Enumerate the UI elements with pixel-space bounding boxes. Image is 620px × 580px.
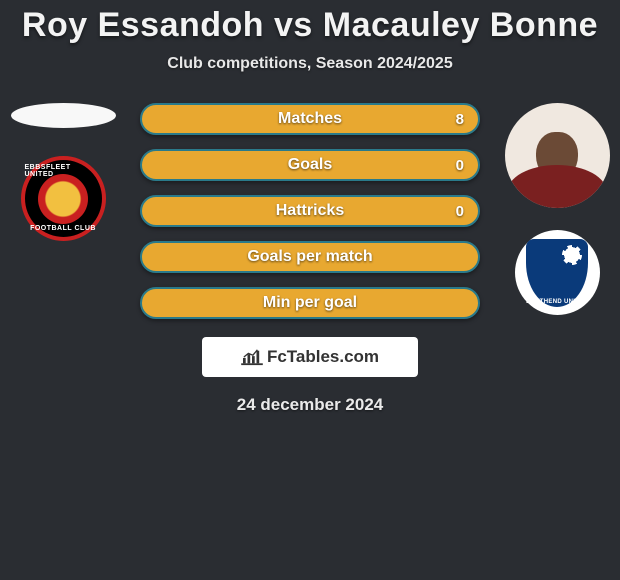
left-player-column: EBBSFLEET UNITED FOOTBALL CLUB <box>8 103 118 241</box>
page-title: Roy Essandoh vs Macauley Bonne <box>0 0 620 45</box>
club-left-text-bottom: FOOTBALL CLUB <box>30 225 96 232</box>
stat-row: Hattricks 0 <box>140 195 480 227</box>
right-player-column: SOUTHEND UNITED <box>502 103 612 315</box>
stat-label: Goals <box>288 156 332 174</box>
stats-list: Matches 8 Goals 0 Hattricks 0 Goals per match M… <box>140 103 480 319</box>
stat-label: Matches <box>278 110 342 128</box>
stat-row: Matches 8 <box>140 103 480 135</box>
player-left-club-badge: EBBSFLEET UNITED FOOTBALL CLUB <box>21 156 106 241</box>
stat-row: Goals per match <box>140 241 480 273</box>
date-text: 24 december 2024 <box>0 395 620 415</box>
club-right-text: SOUTHEND UNITED <box>515 299 600 305</box>
player-left-avatar <box>11 103 116 128</box>
stat-label: Min per goal <box>263 294 357 312</box>
attribution-text: FcTables.com <box>267 347 379 367</box>
subtitle: Club competitions, Season 2024/2025 <box>0 55 620 73</box>
stat-row: Goals 0 <box>140 149 480 181</box>
stat-value-right: 0 <box>456 203 464 220</box>
stat-row: Min per goal <box>140 287 480 319</box>
comparison-panel: EBBSFLEET UNITED FOOTBALL CLUB Matches 8 G… <box>0 103 620 319</box>
club-left-text-top: EBBSFLEET UNITED <box>25 164 102 178</box>
player-right-club-badge: SOUTHEND UNITED <box>515 230 600 315</box>
stat-value-right: 8 <box>456 111 464 128</box>
attribution-badge: FcTables.com <box>202 337 418 377</box>
chart-icon <box>241 348 263 366</box>
stat-label: Hattricks <box>276 202 344 220</box>
stat-value-right: 0 <box>456 157 464 174</box>
stat-label: Goals per match <box>247 248 372 266</box>
player-right-avatar <box>505 103 610 208</box>
